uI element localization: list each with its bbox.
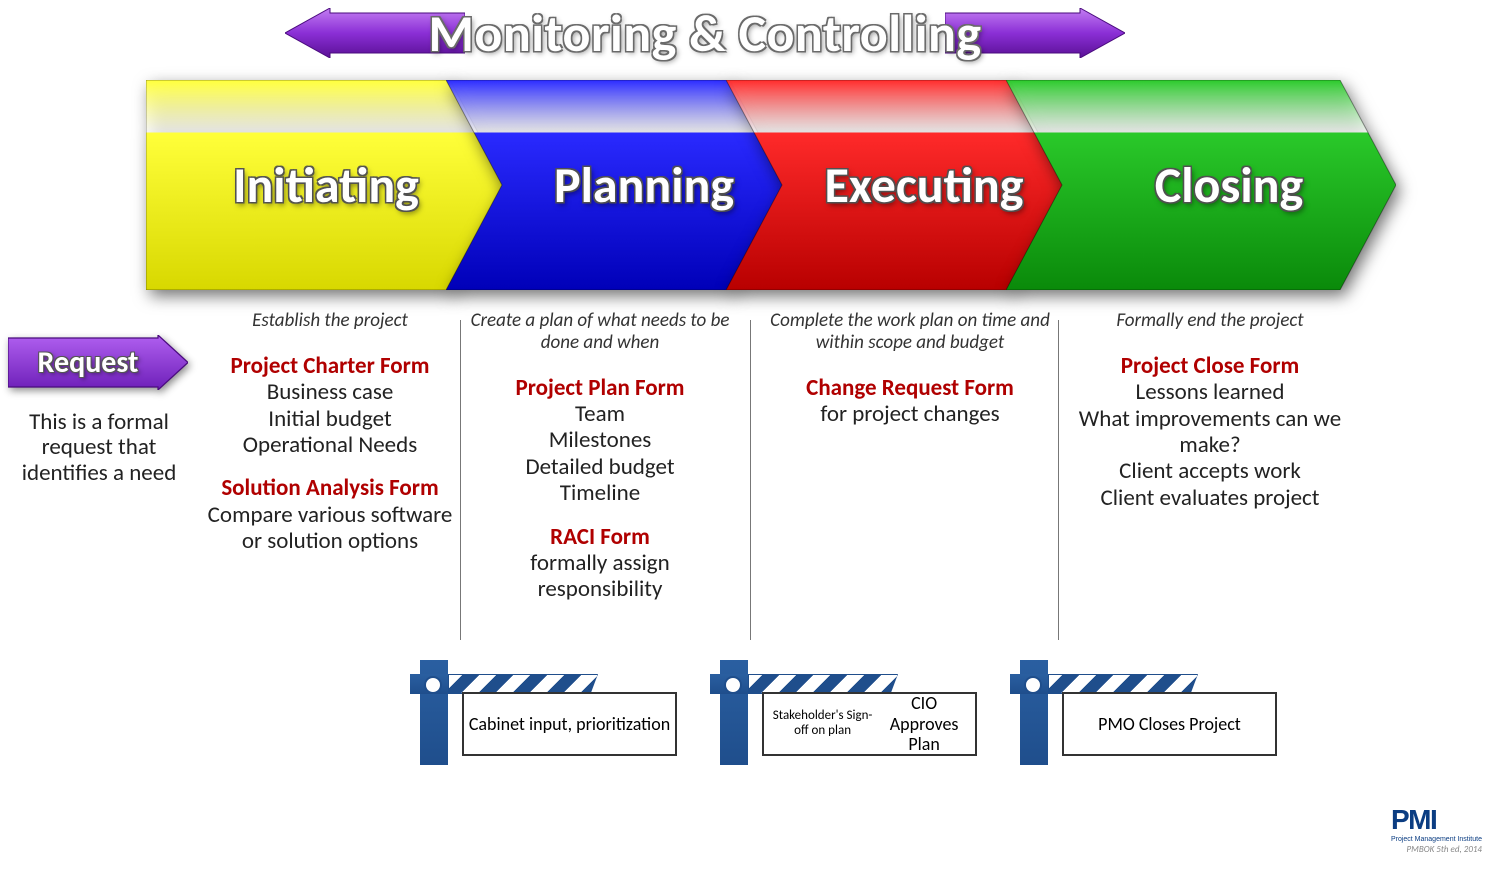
pmi-logo-subtitle: Project Management Institute xyxy=(1391,836,1482,843)
planning-body-line: Team xyxy=(470,401,730,427)
chevron-closing: Closing xyxy=(1006,80,1396,290)
gate-main-text: CIO Approves Plan xyxy=(877,693,971,755)
content-block: Project Close FormLessons learnedWhat im… xyxy=(1070,354,1350,511)
initiating-body-line: Operational Needs xyxy=(200,432,460,458)
content-block: Change Request Formfor project changes xyxy=(760,376,1060,428)
request-description: This is a formal request that identifies… xyxy=(4,410,194,486)
planning-body-line: formally assign responsibility xyxy=(470,550,730,603)
initiating-body-line: Business case xyxy=(200,379,460,405)
gate-label-box: PMO Closes Project xyxy=(1062,692,1277,756)
closing-form-title: Project Close Form xyxy=(1070,354,1350,379)
gate-main-text: Cabinet input, prioritization xyxy=(469,714,670,735)
footnote: PMBOK 5th ed, 2014 xyxy=(1406,844,1482,855)
planning-body-line: Detailed budget xyxy=(470,454,730,480)
initiating-form-title: Project Charter Form xyxy=(200,354,460,379)
content-block: Solution Analysis FormCompare various so… xyxy=(200,476,460,554)
initiating-subtitle: Establish the project xyxy=(200,310,460,332)
content-block: Project Plan FormTeamMilestonesDetailed … xyxy=(470,376,730,507)
request-label: Request xyxy=(8,335,168,390)
gate-knob-icon xyxy=(424,676,442,694)
closing-body-line: Lessons learned xyxy=(1070,379,1350,405)
approval-gate: Stakeholder's Sign-off on planCIO Approv… xyxy=(720,660,1020,770)
column-closing: Formally end the project Project Close F… xyxy=(1070,310,1350,511)
column-planning: Create a plan of what needs to be done a… xyxy=(470,310,730,603)
planning-subtitle: Create a plan of what needs to be done a… xyxy=(470,310,730,354)
gate-knob-icon xyxy=(1024,676,1042,694)
column-executing: Complete the work plan on time and withi… xyxy=(760,310,1060,427)
planning-form-title: Project Plan Form xyxy=(470,376,730,401)
banner-title: Monitoring & Controlling xyxy=(428,1,981,65)
gate-label-box: Cabinet input, prioritization xyxy=(462,692,677,756)
initiating-body-line: Compare various software or solution opt… xyxy=(200,502,460,555)
executing-body-line: for project changes xyxy=(760,401,1060,427)
column-initiating: Establish the project Project Charter Fo… xyxy=(200,310,460,555)
closing-body-line: What improvements can we make? xyxy=(1070,406,1350,459)
executing-subtitle: Complete the work plan on time and withi… xyxy=(760,310,1060,354)
chevron-label: Closing xyxy=(1006,80,1396,290)
gate-main-text: PMO Closes Project xyxy=(1098,714,1241,735)
gate-knob-icon xyxy=(724,676,742,694)
gate-small-text: Stakeholder's Sign-off on plan xyxy=(768,709,877,739)
closing-body-line: Client evaluates project xyxy=(1070,485,1350,511)
column-separator xyxy=(750,320,751,640)
content-block: RACI Formformally assign responsibility xyxy=(470,525,730,603)
gate-label-box: Stakeholder's Sign-off on planCIO Approv… xyxy=(762,692,977,756)
diagram-stage: Monitoring & Controlling InitiatingPlann… xyxy=(0,0,1504,873)
planning-body-line: Milestones xyxy=(470,427,730,453)
gate-arm-icon xyxy=(748,674,898,694)
approval-gate: PMO Closes Project xyxy=(1020,660,1320,770)
executing-form-title: Change Request Form xyxy=(760,376,1060,401)
planning-body-line: Timeline xyxy=(470,480,730,506)
approval-gate: Cabinet input, prioritization xyxy=(420,660,720,770)
content-block: Project Charter FormBusiness caseInitial… xyxy=(200,354,460,459)
planning-form-title: RACI Form xyxy=(470,525,730,550)
monitoring-banner: Monitoring & Controlling xyxy=(305,0,1105,65)
closing-subtitle: Formally end the project xyxy=(1070,310,1350,332)
pmi-logo: PMI Project Management Institute xyxy=(1391,804,1482,843)
initiating-body-line: Initial budget xyxy=(200,406,460,432)
gate-arm-icon xyxy=(448,674,598,694)
chevron-row: InitiatingPlanningExecutingClosing xyxy=(146,80,1396,290)
initiating-form-title: Solution Analysis Form xyxy=(200,476,460,501)
pmi-logo-text: PMI xyxy=(1391,804,1436,835)
gate-arm-icon xyxy=(1048,674,1198,694)
column-separator xyxy=(460,320,461,640)
closing-body-line: Client accepts work xyxy=(1070,458,1350,484)
